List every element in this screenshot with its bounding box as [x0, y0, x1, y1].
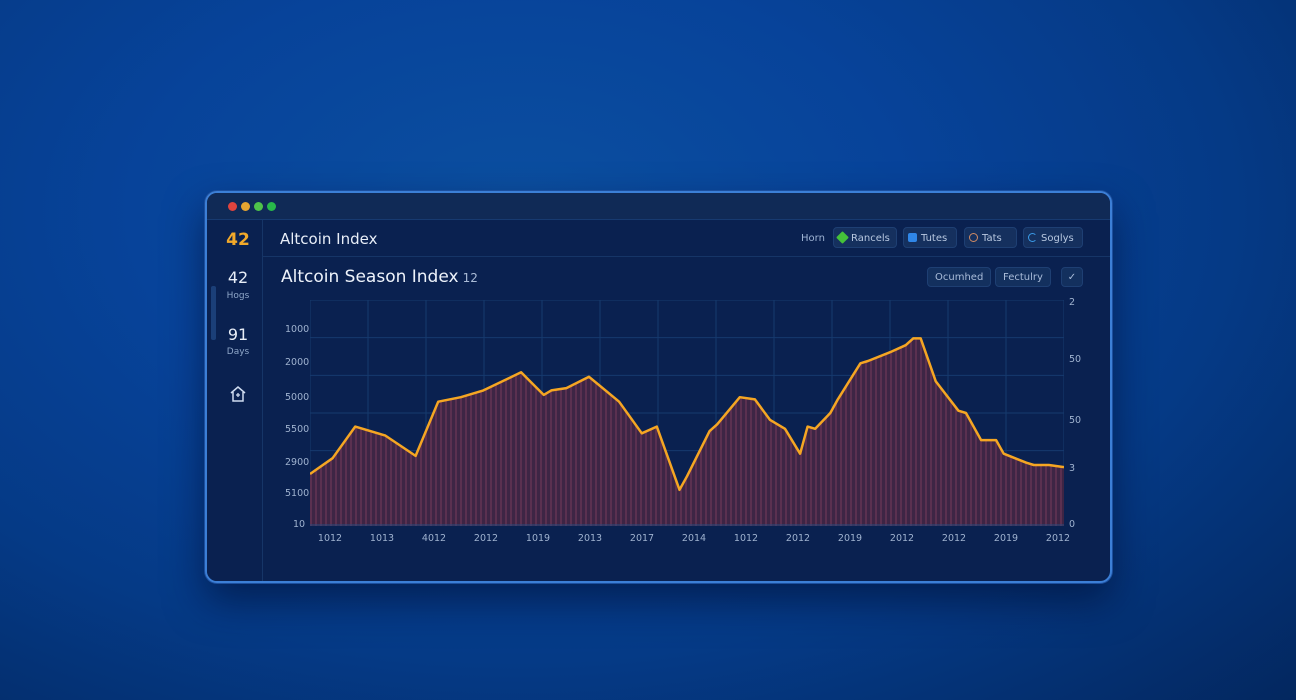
- app-title: Altcoin Index: [280, 230, 378, 248]
- minimize-window-button[interactable]: [241, 202, 250, 211]
- chart-area-fill: [310, 338, 1064, 526]
- blue-square-icon: [908, 233, 917, 242]
- sidebar-active-indicator: [211, 286, 216, 340]
- x-axis-tick: 2012: [473, 533, 499, 544]
- x-axis-tick: 4012: [421, 533, 447, 544]
- y-axis-tick: 5100: [285, 488, 310, 499]
- nav-rancels-button[interactable]: Rancels: [833, 227, 897, 248]
- y2-axis-tick: 3: [1069, 463, 1076, 474]
- sidebar-item-label: Hogs: [226, 291, 250, 301]
- fullscreen-window-button[interactable]: [267, 202, 276, 211]
- y-axis-tick: 10: [293, 519, 306, 530]
- title-bar: [207, 193, 1110, 220]
- sidebar-item-label: Days: [226, 347, 250, 357]
- y-axis-tick: 5000: [285, 392, 310, 403]
- close-window-button[interactable]: [228, 202, 237, 211]
- nav-button-label: Tutes: [921, 233, 948, 244]
- nav-home-link[interactable]: Horn: [801, 233, 825, 244]
- nav-button-label: Rancels: [851, 233, 890, 244]
- y2-axis-tick: 0: [1069, 519, 1076, 530]
- x-axis-tick: 1019: [525, 533, 551, 544]
- nav-tutes-button[interactable]: Tutes: [903, 227, 957, 248]
- page-title-text: Altcoin Season Index: [281, 267, 459, 287]
- sidebar: 42 42 Hogs 91 Days: [207, 220, 263, 581]
- nav-button-label: Soglys: [1041, 233, 1074, 244]
- page-title: Altcoin Season Index 12: [281, 267, 478, 287]
- sidebar-item-value: 91: [227, 325, 249, 344]
- filter-check-button[interactable]: ✓: [1061, 267, 1083, 287]
- top-bar: Altcoin Index Horn Rancels Tutes Tats So…: [263, 220, 1110, 257]
- clock-icon: [969, 233, 978, 242]
- y2-axis-tick: 50: [1069, 354, 1082, 365]
- x-axis-tick: 2012: [1045, 533, 1071, 544]
- x-axis-tick: 2012: [785, 533, 811, 544]
- page-title-badge: 12: [462, 271, 478, 285]
- x-axis-tick: 1013: [369, 533, 395, 544]
- x-axis-tick: 2012: [941, 533, 967, 544]
- nav-soglys-button[interactable]: Soglys: [1023, 227, 1083, 248]
- y-axis-tick: 2000: [285, 357, 310, 368]
- app-window: 42 42 Hogs 91 Days Altcoin Index Horn Ra…: [205, 191, 1112, 583]
- sidebar-item-value: 42: [227, 268, 249, 287]
- x-axis-tick: 2019: [837, 533, 863, 544]
- y-axis-tick: 1000: [285, 324, 310, 335]
- x-axis-tick: 2017: [629, 533, 655, 544]
- x-axis-tick: 2014: [681, 533, 707, 544]
- home-icon: [230, 386, 246, 402]
- filter-fectulry-button[interactable]: Fectulry: [995, 267, 1051, 287]
- filter-ocumhed-button[interactable]: Ocumhed: [927, 267, 992, 287]
- logo-value: 42: [226, 230, 250, 250]
- y2-axis-tick: 50: [1069, 415, 1082, 426]
- y2-axis-tick: 2: [1069, 297, 1076, 308]
- x-axis-tick: 1012: [733, 533, 759, 544]
- chart-line: [310, 337, 1064, 492]
- x-axis-tick: 2012: [889, 533, 915, 544]
- x-axis-tick: 1012: [317, 533, 343, 544]
- refresh-icon: [1028, 233, 1037, 242]
- sidebar-item-home[interactable]: [229, 385, 247, 407]
- x-axis-tick: 2013: [577, 533, 603, 544]
- green-diamond-icon: [836, 231, 849, 244]
- nav-tats-button[interactable]: Tats: [964, 227, 1017, 248]
- altcoin-index-chart[interactable]: [310, 300, 1064, 526]
- nav-button-label: Tats: [982, 233, 1002, 244]
- y-axis-tick: 2900: [285, 457, 310, 468]
- x-axis-tick: 2019: [993, 533, 1019, 544]
- y-axis-tick: 5500: [285, 424, 310, 435]
- zoom-window-button[interactable]: [254, 202, 263, 211]
